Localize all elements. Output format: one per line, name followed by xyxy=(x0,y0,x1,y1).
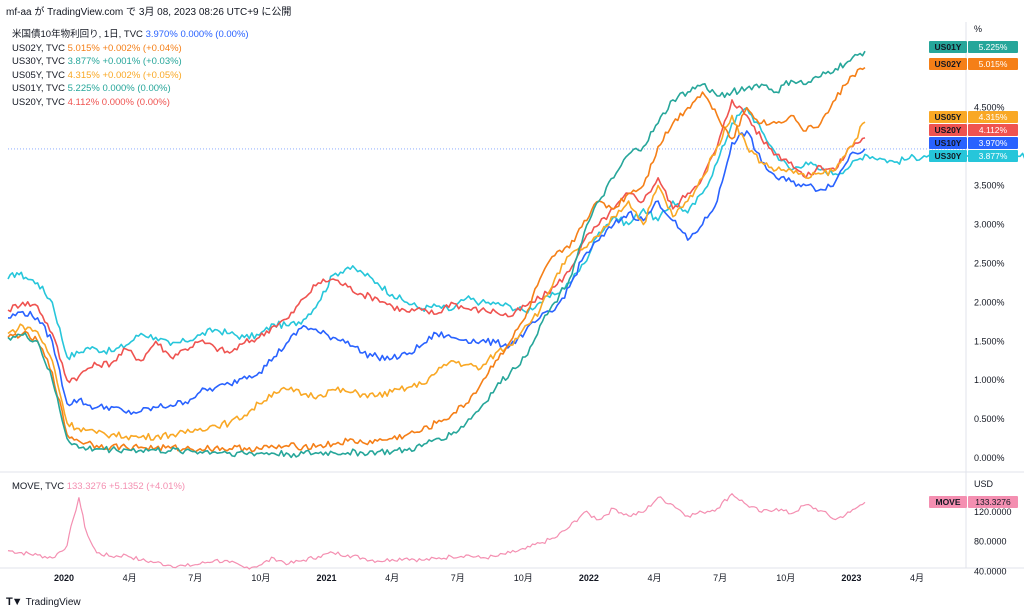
move-legend-symbol: MOVE, TVC xyxy=(12,481,65,492)
y-tick-label: 2.500% xyxy=(974,258,1005,268)
price-label-symbol: US30Y xyxy=(935,151,962,161)
x-tick-label: 7月 xyxy=(188,573,202,583)
move-tick-label: 80.0000 xyxy=(974,537,1007,547)
legend-change: 0.000% (0.00%) xyxy=(180,29,249,40)
series-line-us10y xyxy=(8,130,866,415)
price-label-symbol-bg xyxy=(929,150,967,162)
tradingview-footer: T▼ TradingView xyxy=(6,596,81,608)
x-tick-label: 4月 xyxy=(385,573,399,583)
price-label-symbol-bg xyxy=(929,124,967,136)
price-label-value-bg xyxy=(968,111,1018,123)
move-label-symbol: MOVE xyxy=(935,497,960,507)
price-label-symbol-bg xyxy=(929,137,967,149)
x-tick-label: 2022 xyxy=(579,573,599,583)
legend-row: US20Y, TVC 4.112% 0.000% (0.00%) xyxy=(12,96,249,110)
price-label-value-bg xyxy=(968,41,1018,53)
move-label-value: 133.3276 xyxy=(975,497,1011,507)
y-tick-label: 4.500% xyxy=(974,103,1005,113)
price-label-symbol: US02Y xyxy=(935,59,962,69)
price-label-value: 3.970% xyxy=(979,138,1008,148)
price-label-value: 4.112% xyxy=(979,125,1008,135)
x-tick-label: 2021 xyxy=(316,573,336,583)
legend-row: US05Y, TVC 4.315% +0.002% (+0.05%) xyxy=(12,69,249,83)
price-label-value: 5.225% xyxy=(979,42,1008,52)
price-label-value-bg xyxy=(968,124,1018,136)
legend-row: US02Y, TVC 5.015% +0.002% (+0.04%) xyxy=(12,42,249,56)
move-legend: MOVE, TVC 133.3276 +5.1352 (+4.01%) xyxy=(12,481,185,492)
series-line-us01y xyxy=(7,50,866,459)
x-tick-label: 10月 xyxy=(776,573,795,583)
x-tick-label: 2020 xyxy=(54,573,74,583)
price-label-symbol: US20Y xyxy=(935,125,962,135)
price-label-value-bg xyxy=(968,150,1018,162)
legend-symbol: US05Y, TVC xyxy=(12,69,68,81)
series-line-us05y xyxy=(7,114,866,441)
move-series-line xyxy=(7,492,866,570)
move-label-value-bg xyxy=(968,496,1018,508)
legend-value: 5.015% xyxy=(67,42,103,54)
x-tick-label: 4月 xyxy=(910,573,924,583)
move-label-symbol-bg xyxy=(929,496,967,508)
legend-value: 4.112% xyxy=(67,96,102,108)
x-tick-label: 2023 xyxy=(841,573,861,583)
legend-change: +0.001% (+0.03%) xyxy=(102,56,182,67)
legend-change: +0.002% (+0.04%) xyxy=(102,42,182,54)
y-tick-label: 0.500% xyxy=(974,414,1005,424)
price-label-symbol-bg xyxy=(929,111,967,123)
legend-row: US30Y, TVC 3.877% +0.001% (+0.03%) xyxy=(12,55,249,69)
y-tick-label: 3.500% xyxy=(974,181,1005,191)
price-label-symbol-bg xyxy=(929,41,967,53)
legend-change: 0.000% (0.00%) xyxy=(102,83,171,94)
legend-value: 3.877% xyxy=(67,56,103,67)
x-tick-label: 4月 xyxy=(648,573,662,583)
price-label-symbol: US10Y xyxy=(935,138,962,148)
publish-attribution: mf-aa が TradingView.com で 3月 08, 2023 08… xyxy=(6,7,292,18)
legend-symbol: US02Y, TVC xyxy=(12,42,68,54)
y-tick-label: 2.000% xyxy=(974,297,1005,307)
price-label-value-bg xyxy=(968,58,1018,70)
legend-symbol: US30Y, TVC xyxy=(12,56,68,67)
move-tick-label: 120.0000 xyxy=(974,507,1012,517)
price-label-symbol: US05Y xyxy=(935,112,962,122)
series-line-us02y xyxy=(7,66,866,453)
price-label-value: 4.315% xyxy=(979,112,1008,122)
move-axis-unit: USD xyxy=(974,479,994,489)
move-legend-value: 133.3276 xyxy=(66,481,107,492)
price-label-symbol-bg xyxy=(929,58,967,70)
x-tick-label: 10月 xyxy=(251,573,270,583)
tradingview-logo-icon: T▼ xyxy=(6,596,23,608)
x-tick-label: 7月 xyxy=(451,573,465,583)
price-label-value: 5.015% xyxy=(979,59,1008,69)
price-label-value-bg xyxy=(968,137,1018,149)
legend-value: 5.225% xyxy=(67,83,103,94)
tradingview-brand: TradingView xyxy=(25,596,81,608)
main-legend: 米国債10年物利回り, 1日, TVC 3.970% 0.000% (0.00%… xyxy=(12,28,249,109)
legend-row: US01Y, TVC 5.225% 0.000% (0.00%) xyxy=(12,82,249,96)
y-tick-label: 3.000% xyxy=(974,219,1005,229)
price-label-symbol: US01Y xyxy=(935,42,962,52)
x-tick-label: 7月 xyxy=(713,573,727,583)
legend-symbol: US01Y, TVC xyxy=(12,83,68,94)
price-label-value: 3.877% xyxy=(979,151,1008,161)
legend-symbol: 米国債10年物利回り, 1日, TVC xyxy=(12,29,146,40)
y-axis-unit: % xyxy=(974,24,982,34)
series-line-us20y xyxy=(7,99,866,384)
move-tick-label: 40.0000 xyxy=(974,566,1007,576)
legend-value: 4.315% xyxy=(67,69,103,81)
series-line-us30y xyxy=(7,106,1024,361)
y-tick-label: 1.000% xyxy=(974,375,1005,385)
legend-row: 米国債10年物利回り, 1日, TVC 3.970% 0.000% (0.00%… xyxy=(12,28,249,42)
y-tick-label: 0.000% xyxy=(974,453,1005,463)
legend-value: 3.970% xyxy=(145,29,181,40)
legend-symbol: US20Y, TVC xyxy=(12,96,68,108)
legend-change: 0.000% (0.00%) xyxy=(101,96,170,108)
legend-change: +0.002% (+0.05%) xyxy=(102,69,182,81)
y-tick-label: 1.500% xyxy=(974,336,1005,346)
x-tick-label: 10月 xyxy=(514,573,533,583)
x-tick-label: 4月 xyxy=(123,573,137,583)
move-legend-change: +5.1352 (+4.01%) xyxy=(109,481,186,492)
